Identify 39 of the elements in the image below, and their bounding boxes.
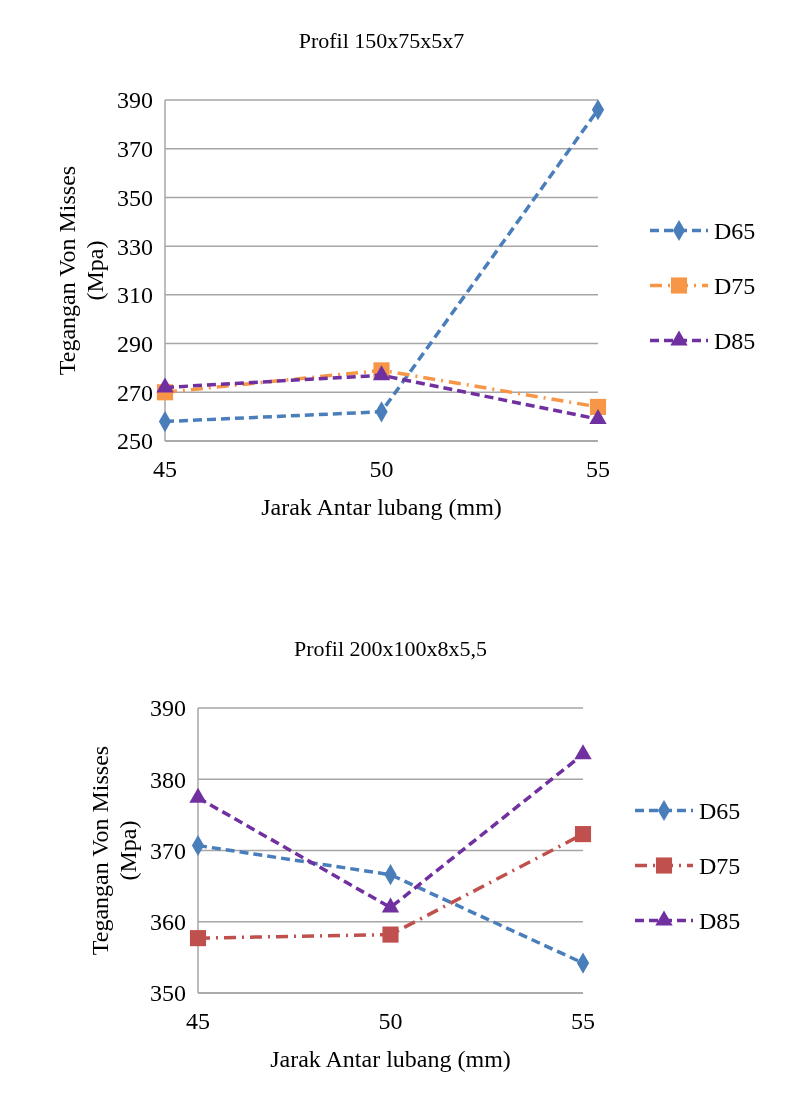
legend-label: D85 xyxy=(699,907,741,934)
point xyxy=(382,926,399,943)
point xyxy=(574,826,592,843)
legend-label: D75 xyxy=(714,272,756,299)
y-tick-label: 350 xyxy=(117,184,153,211)
y-tick-label: 390 xyxy=(117,87,153,114)
point xyxy=(574,744,592,760)
x-axis-title: Jarak Antar lubang (mm) xyxy=(270,1046,511,1072)
y-tick-label: 310 xyxy=(117,282,153,309)
y-axis-title: Tegangan Von Misses (Mpa) xyxy=(87,745,141,956)
x-tick-label: 45 xyxy=(186,1008,210,1034)
y-tick-label: 350 xyxy=(150,980,186,1007)
y-tick-label: 370 xyxy=(150,837,186,864)
x-tick-label: 55 xyxy=(586,456,610,482)
y-tick-label: 290 xyxy=(117,330,153,357)
y-axis-title: Tegangan Von Misses (Mpa) xyxy=(54,165,108,376)
y-tick-label: 330 xyxy=(117,233,153,260)
legend-label: D85 xyxy=(714,327,756,354)
legend-label: D75 xyxy=(699,852,741,879)
legend-label: D65 xyxy=(714,217,756,244)
y-tick-label: 250 xyxy=(117,428,153,455)
x-tick-label: 55 xyxy=(571,1008,595,1034)
x-tick-label: 50 xyxy=(378,1008,403,1034)
chart-title: Profil 200x100x8x5,5 xyxy=(293,636,488,661)
point xyxy=(189,930,207,947)
y-tick-label: 370 xyxy=(117,136,153,163)
y-tick-label: 390 xyxy=(150,695,186,722)
point xyxy=(156,377,174,393)
x-tick-label: 50 xyxy=(369,456,394,482)
legend-label: D65 xyxy=(699,797,741,824)
x-axis-title: Jarak Antar lubang (mm) xyxy=(261,494,502,520)
y-tick-label: 270 xyxy=(117,379,153,406)
point xyxy=(589,398,607,415)
y-tick-label: 380 xyxy=(150,766,186,793)
point xyxy=(189,787,207,803)
chart-title: Profil 150x75x5x7 xyxy=(298,28,465,53)
x-tick-label: 45 xyxy=(153,456,177,482)
y-tick-label: 360 xyxy=(150,909,186,936)
point xyxy=(589,409,607,425)
